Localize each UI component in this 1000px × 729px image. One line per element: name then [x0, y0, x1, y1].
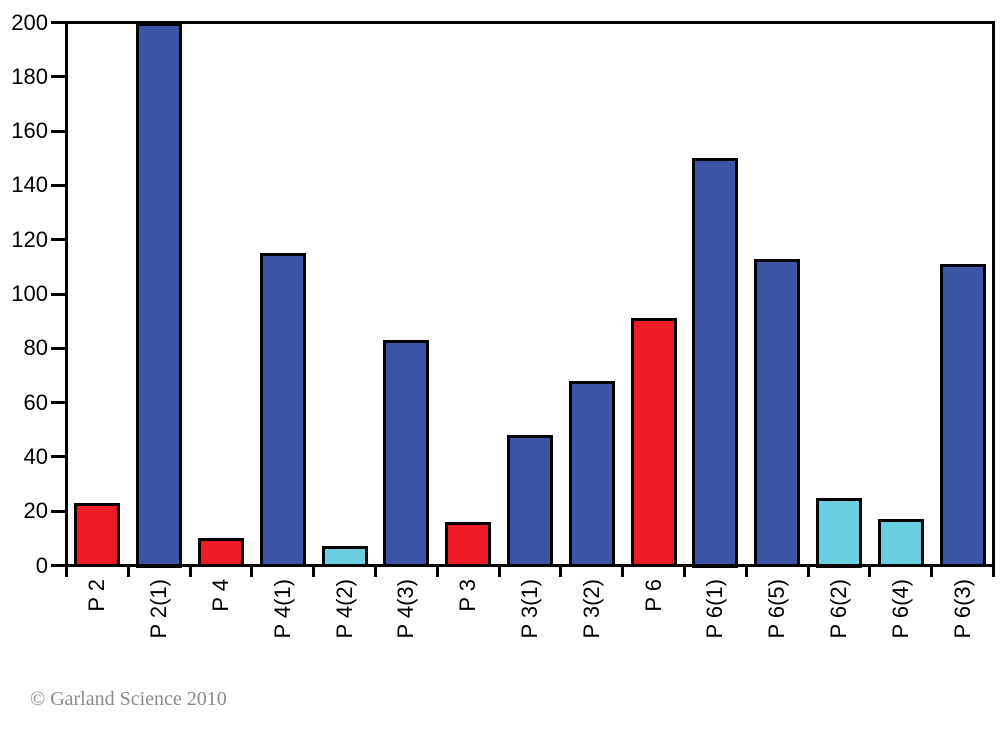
x-axis-label-P4(1): P 4(1) [269, 579, 295, 639]
x-axis-label-P2(1): P 2(1) [146, 579, 172, 639]
x-axis-tick [621, 564, 625, 577]
x-axis-tick [65, 564, 68, 577]
y-axis-tick-label: 40 [23, 443, 48, 469]
x-axis-label-P3(2): P 3(2) [578, 579, 604, 639]
y-axis-tick-label: 100 [11, 281, 48, 306]
x-axis-tick [312, 564, 316, 577]
x-axis-tick [374, 564, 377, 577]
x-axis-label-P3: P 3 [455, 579, 481, 612]
x-axis-label-P6(1): P 6(1) [702, 579, 728, 639]
bar-P6(5) [754, 258, 801, 568]
y-axis-tick-label: 160 [11, 118, 48, 144]
x-axis-label-P4(2): P 4(2) [331, 579, 357, 639]
bar-P3(2) [568, 380, 615, 568]
bar-P2(1) [136, 22, 183, 568]
y-axis-tick-label: 0 [35, 552, 48, 578]
bar-P6(3) [939, 264, 986, 568]
bar-P2 [74, 503, 121, 568]
bar-P4(3) [383, 340, 430, 568]
y-axis-tick-label: 60 [23, 389, 48, 415]
x-axis-label-P6(2): P 6(2) [826, 579, 851, 639]
x-axis-tick [992, 564, 995, 577]
y-axis-tick [51, 129, 65, 133]
y-axis-tick-label: 20 [23, 498, 48, 524]
y-axis-tick [51, 346, 65, 350]
y-axis-tick-label: 120 [11, 226, 48, 252]
bar-P6 [630, 318, 677, 568]
x-axis-tick [497, 564, 501, 577]
y-axis-tick [51, 238, 65, 242]
x-axis-tick [250, 564, 254, 577]
x-axis-tick [126, 564, 130, 577]
y-axis-tick [51, 564, 65, 567]
y-axis-tick [51, 401, 65, 405]
y-axis-tick-label: 180 [11, 63, 48, 89]
x-axis-label-P3(1): P 3(1) [517, 579, 542, 639]
x-axis-label-P6: P 6 [640, 579, 666, 612]
x-axis-label-P6(5): P 6(5) [764, 579, 790, 639]
y-axis-tick-label: 140 [11, 172, 48, 198]
y-axis-tick [51, 455, 65, 459]
x-axis-label-P2: P 2 [84, 579, 110, 612]
x-axis-tick [744, 564, 748, 577]
y-axis-tick [51, 292, 65, 296]
bar-P6(2) [816, 497, 862, 568]
bar-P4(1) [259, 253, 306, 568]
x-axis-label-P4(3): P 4(3) [393, 579, 419, 639]
x-axis-tick [930, 564, 934, 577]
x-axis-tick [559, 564, 563, 577]
bar-P6(1) [692, 158, 739, 568]
x-axis-tick [868, 564, 872, 577]
bar-P4 [198, 538, 244, 568]
y-axis-tick [51, 21, 65, 24]
x-axis-tick [806, 564, 810, 577]
y-axis-tick [51, 509, 65, 513]
bar-P4(2) [321, 546, 368, 568]
x-axis-label-P6(4): P 6(4) [887, 579, 913, 639]
y-axis-tick [51, 75, 65, 79]
x-axis-tick [435, 564, 439, 577]
x-axis-label-P6(3): P 6(3) [949, 579, 975, 639]
y-axis-tick-label: 200 [11, 9, 48, 35]
copyright-text: © Garland Science 2010 [30, 688, 227, 710]
x-axis-tick [683, 564, 686, 577]
bar-P3 [445, 522, 492, 568]
x-axis-label-P4: P 4 [208, 579, 233, 612]
bar-P3(1) [507, 435, 553, 568]
y-axis-tick-label: 80 [23, 335, 48, 361]
y-axis-tick [51, 183, 65, 187]
bar-P6(4) [877, 519, 924, 568]
x-axis-tick [188, 564, 192, 577]
